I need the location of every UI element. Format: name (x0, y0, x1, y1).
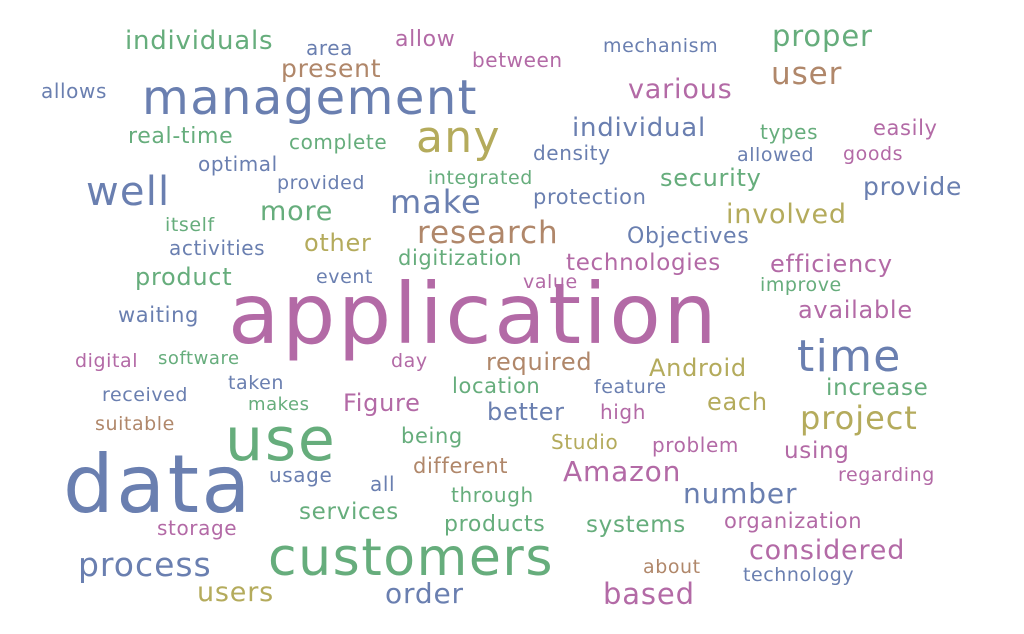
word: number (683, 477, 798, 510)
word: mechanism (603, 35, 719, 57)
word: integrated (428, 167, 533, 189)
word: better (487, 398, 565, 426)
word: Figure (343, 389, 421, 417)
word: individuals (125, 26, 274, 56)
word: project (800, 399, 918, 437)
word: order (385, 577, 464, 610)
word: security (660, 164, 762, 192)
word: Amazon (563, 455, 682, 488)
word: digitization (398, 246, 523, 270)
word: high (600, 400, 647, 424)
word: using (784, 438, 850, 464)
word: problem (652, 433, 739, 457)
word: being (401, 424, 463, 448)
word: based (603, 577, 695, 611)
word: area (306, 36, 353, 60)
word: taken (228, 372, 284, 394)
word: suitable (95, 413, 175, 435)
word: various (628, 74, 733, 105)
word: Android (649, 354, 747, 382)
word: services (299, 499, 399, 525)
word: allow (395, 27, 456, 52)
word: organization (724, 509, 863, 533)
word: proper (772, 19, 873, 53)
word: types (760, 120, 819, 144)
word: management (142, 70, 478, 126)
word: provide (863, 172, 963, 201)
word: product (135, 263, 233, 291)
word: efficiency (770, 250, 893, 278)
word: user (771, 56, 843, 92)
word: waiting (118, 303, 199, 327)
word: density (533, 141, 611, 165)
word: between (472, 48, 563, 72)
word: received (102, 384, 189, 406)
word: feature (594, 376, 667, 398)
word: considered (749, 535, 906, 566)
word: activities (169, 236, 266, 260)
word: application (228, 265, 720, 363)
word: systems (586, 512, 686, 538)
word: about (643, 556, 701, 578)
word: value (523, 271, 578, 293)
word: products (444, 512, 546, 537)
word: allows (41, 79, 107, 103)
word: complete (289, 130, 388, 154)
word: other (304, 229, 372, 257)
word: individual (572, 113, 706, 143)
word: real-time (128, 124, 234, 149)
word: users (197, 577, 275, 608)
word: required (486, 348, 593, 376)
word: provided (277, 172, 365, 194)
word: different (413, 454, 509, 478)
word: all (370, 472, 396, 496)
word: Objectives (627, 224, 750, 249)
word: process (78, 545, 212, 584)
word: data (63, 438, 253, 531)
word: digital (75, 350, 139, 372)
word: time (797, 331, 902, 382)
word: make (390, 183, 482, 221)
word: research (417, 215, 559, 251)
word: optimal (198, 152, 278, 176)
word: usage (269, 463, 333, 487)
word: present (281, 54, 382, 83)
word: location (452, 374, 541, 398)
word: through (451, 483, 534, 507)
word: technologies (566, 250, 721, 276)
word: customers (268, 528, 554, 588)
word: involved (726, 199, 847, 230)
word: allowed (737, 144, 815, 166)
word: more (260, 196, 334, 227)
word: increase (826, 375, 929, 401)
word: improve (760, 274, 842, 296)
word: goods (843, 143, 904, 165)
word: well (86, 169, 171, 215)
word: technology (743, 564, 855, 586)
word: day (391, 350, 428, 372)
word: use (225, 405, 337, 475)
word: any (416, 112, 501, 163)
word: protection (533, 185, 647, 209)
word: regarding (838, 464, 935, 486)
word: available (798, 296, 913, 324)
word: software (158, 348, 240, 369)
word: itself (165, 214, 215, 236)
word: event (316, 266, 373, 288)
word: makes (248, 394, 310, 415)
word: storage (157, 516, 238, 540)
word: easily (873, 116, 938, 140)
word: each (707, 388, 768, 416)
word: Studio (551, 430, 619, 454)
